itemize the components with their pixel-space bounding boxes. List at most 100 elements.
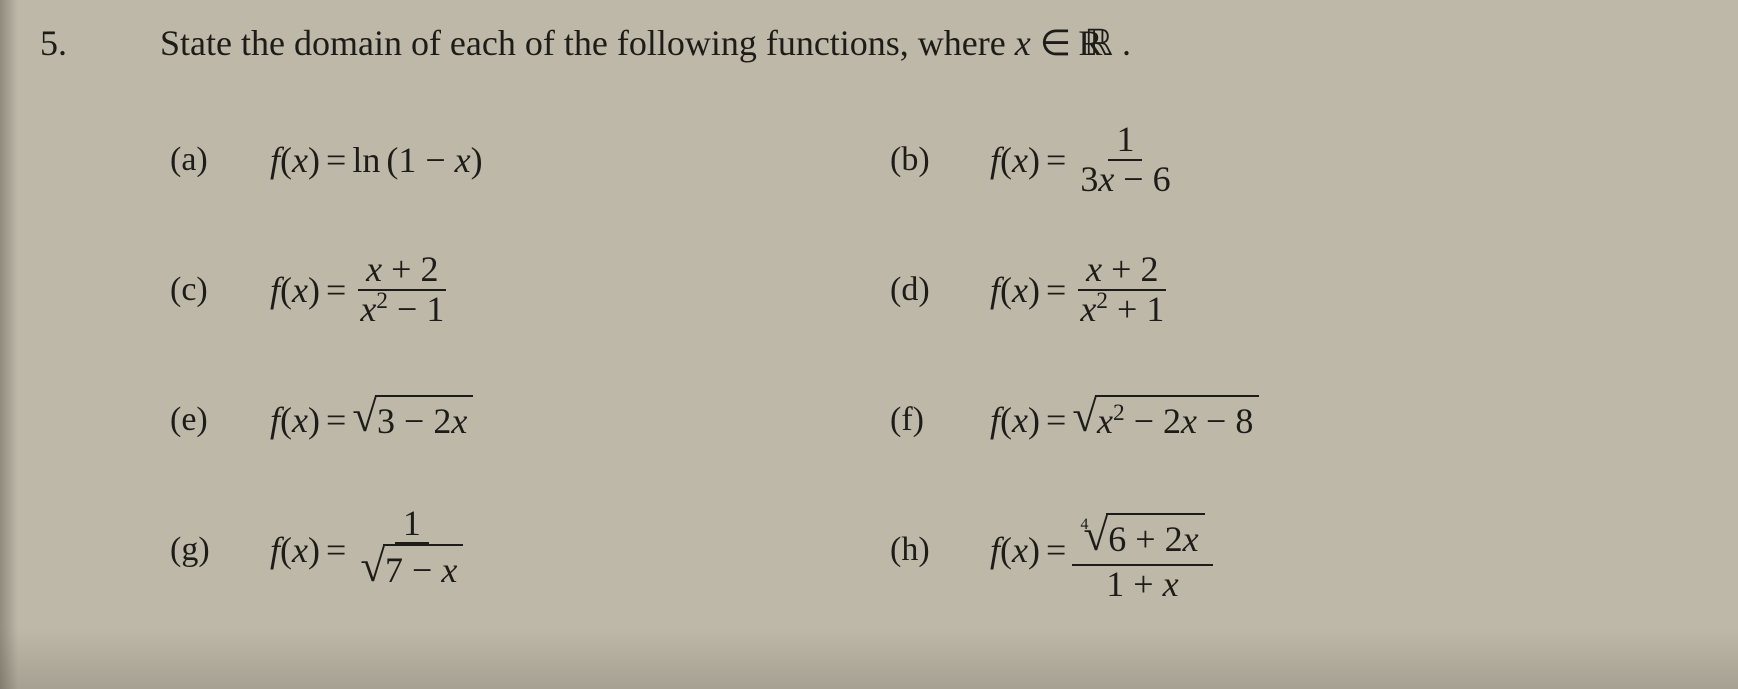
rexp-f: 2	[1113, 400, 1125, 426]
eq-b: =	[1046, 139, 1066, 181]
num-plus-c: +	[382, 249, 420, 289]
part-b: (b) f(x) = 1 3x − 6	[890, 121, 1670, 199]
expr-c: f(x) = x + 2 x2 − 1	[270, 251, 452, 329]
radicand-h: 6 + 2x	[1106, 513, 1204, 564]
d1-h: 1	[1106, 564, 1124, 604]
den-x-c: x	[360, 289, 376, 329]
r6-h: 6	[1108, 519, 1126, 559]
real-numbers-symbol: ℝ	[1080, 20, 1113, 67]
den-exp-c: 2	[376, 288, 388, 314]
eq-a: =	[326, 139, 346, 181]
den-1-c: 1	[426, 289, 444, 329]
x-e: x	[292, 400, 308, 440]
minus-a: −	[416, 140, 454, 180]
part-e: (e) f(x) = √ 3 − 2x	[170, 395, 890, 446]
rminus-g: −	[403, 550, 441, 590]
den-c: x2 − 1	[352, 291, 452, 329]
radicand-e: 3 − 2x	[375, 395, 473, 446]
part-g: (g) f(x) = 1 √ 7 − x	[170, 505, 890, 595]
surd-icon: √	[352, 398, 377, 434]
x-h: x	[1012, 530, 1028, 570]
part-d: (d) f(x) = x + 2 x2 + 1	[890, 251, 1670, 329]
part-h: (h) f(x) = 4 √ 6 + 2x	[890, 496, 1670, 603]
f-f: f	[990, 400, 1000, 440]
question-prompt: State the domain of each of the followin…	[160, 20, 1131, 67]
expr-b: f(x) = 1 3x − 6	[990, 121, 1179, 199]
eq-h: =	[1046, 529, 1066, 571]
close-a: )	[471, 140, 483, 180]
den-minus-c: −	[388, 289, 426, 329]
expr-h: f(x) = 4 √ 6 + 2x	[990, 496, 1213, 603]
num-2-d: 2	[1140, 249, 1158, 289]
den-minus-b: −	[1114, 159, 1152, 199]
expr-e: f(x) = √ 3 − 2x	[270, 395, 473, 446]
expr-g: f(x) = 1 √ 7 − x	[270, 505, 471, 595]
part-label-h: (h)	[890, 531, 990, 569]
rx-e: x	[451, 401, 467, 441]
open-a: (	[386, 140, 398, 180]
f-c: f	[270, 270, 280, 310]
r8-f: 8	[1235, 401, 1253, 441]
den-x-d: x	[1080, 289, 1096, 329]
eq-e: =	[326, 399, 346, 441]
rx-f: x	[1097, 401, 1113, 441]
eq-c: =	[326, 269, 346, 311]
fraction-h: 4 √ 6 + 2x 1 + x	[1072, 496, 1212, 603]
den-b: 3x − 6	[1072, 161, 1178, 199]
num-plus-d: +	[1102, 249, 1140, 289]
den-plus-d: +	[1108, 289, 1146, 329]
fraction-b: 1 3x − 6	[1072, 121, 1178, 199]
den-h: 1 + x	[1098, 566, 1186, 604]
part-row-1: (a) f(x) = ln (1 − x) (b) f(x) = 1	[170, 95, 1698, 225]
r7-g: 7	[385, 550, 403, 590]
den-3-b: 3	[1080, 159, 1098, 199]
r2-f: 2	[1163, 401, 1181, 441]
part-row-2: (c) f(x) = x + 2 x2 − 1 (d)	[170, 225, 1698, 355]
expr-d: f(x) = x + 2 x2 + 1	[990, 251, 1172, 329]
dplus-h: +	[1124, 564, 1162, 604]
parts-grid: (a) f(x) = ln (1 − x) (b) f(x) = 1	[170, 95, 1698, 615]
page-shadow-bottom	[0, 629, 1738, 689]
radicand-g: 7 − x	[383, 544, 463, 595]
part-label-d: (d)	[890, 271, 990, 309]
rm1-f: −	[1125, 401, 1163, 441]
f-b: f	[990, 140, 1000, 180]
dx-h: x	[1163, 564, 1179, 604]
x-d: x	[1012, 270, 1028, 310]
r3-e: 3	[377, 401, 395, 441]
num-d: x + 2	[1078, 251, 1166, 291]
part-f: (f) f(x) = √ x2 − 2x − 8	[890, 395, 1670, 446]
num-2-c: 2	[420, 249, 438, 289]
x-f: x	[1012, 400, 1028, 440]
den-g: √ 7 − x	[352, 544, 471, 595]
eq-d: =	[1046, 269, 1066, 311]
radical-e: √ 3 − 2x	[352, 395, 473, 446]
expr-a: f(x) = ln (1 − x)	[270, 139, 483, 181]
part-label-f: (f)	[890, 401, 990, 439]
x-b: x	[1012, 140, 1028, 180]
radical-g: √ 7 − x	[360, 544, 463, 595]
num-c: x + 2	[358, 251, 446, 291]
question-header: 5. State the domain of each of the follo…	[40, 20, 1698, 67]
part-row-3: (e) f(x) = √ 3 − 2x (f) f(x) =	[170, 355, 1698, 485]
f-a: f	[270, 140, 280, 180]
fraction-g: 1 √ 7 − x	[352, 505, 471, 595]
radical-h: 4 √ 6 + 2x	[1080, 513, 1204, 564]
den-exp-d: 2	[1096, 288, 1108, 314]
part-label-c: (c)	[170, 271, 270, 309]
part-label-g: (g)	[170, 531, 270, 569]
rx-h: x	[1183, 519, 1199, 559]
den-x-b: x	[1098, 159, 1114, 199]
x-c: x	[292, 270, 308, 310]
fraction-c: x + 2 x2 − 1	[352, 251, 452, 329]
num-x-c: x	[366, 249, 382, 289]
part-c: (c) f(x) = x + 2 x2 − 1	[170, 251, 890, 329]
f-e: f	[270, 400, 280, 440]
den-d: x2 + 1	[1072, 291, 1172, 329]
prompt-period: .	[1122, 23, 1131, 63]
eq-g: =	[326, 529, 346, 571]
r2-e: 2	[433, 401, 451, 441]
one-a: 1	[398, 140, 416, 180]
num-g: 1	[395, 505, 429, 545]
part-label-e: (e)	[170, 401, 270, 439]
